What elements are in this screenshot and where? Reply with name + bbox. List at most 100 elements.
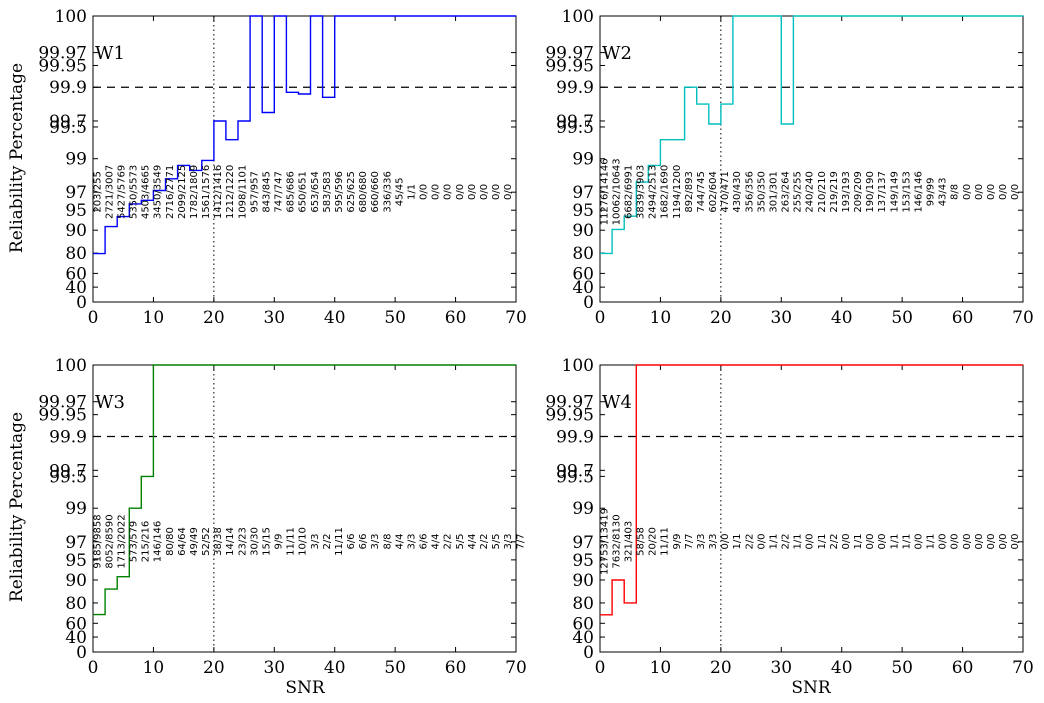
count-label: 1412/1416	[213, 165, 224, 219]
count-label: 0/0	[1010, 533, 1021, 549]
y-tick-label: 99.95	[545, 56, 594, 76]
count-label: 9/9	[672, 533, 683, 549]
count-label: 5/5	[455, 533, 466, 549]
x-tick-label: 10	[650, 658, 672, 678]
count-label: 957/957	[249, 171, 260, 213]
y-tick-label: 95	[65, 551, 87, 571]
y-tick-label: 40	[572, 628, 594, 648]
x-tick-label: 30	[770, 308, 792, 328]
y-tick-label: 99.7	[556, 461, 594, 481]
y-tick-label: 80	[572, 244, 594, 264]
count-label: 0/0	[986, 533, 997, 549]
y-tick-label: 60	[572, 614, 594, 634]
count-label: 0/0	[467, 184, 478, 200]
count-label: 0/0	[1010, 184, 1021, 200]
count-label: 2494/2513	[648, 165, 659, 219]
count-label: 0/0	[962, 533, 973, 549]
y-tick-label: 0	[583, 293, 594, 313]
y-tick-label: 97	[65, 533, 87, 553]
x-tick-label: 20	[203, 658, 225, 678]
count-label: 38/38	[213, 527, 224, 556]
count-label: 0/0	[938, 533, 949, 549]
count-label: 137/137	[877, 171, 888, 213]
count-label: 747/747	[274, 171, 285, 213]
count-label: 0/0	[479, 184, 490, 200]
count-label: 0/0	[503, 184, 514, 200]
count-label: 3839/3903	[636, 165, 647, 219]
x-tick-label: 20	[203, 308, 225, 328]
count-label: 12753/13419	[599, 508, 610, 575]
count-label: 744/745	[696, 171, 707, 213]
y-tick-label: 97	[572, 183, 594, 203]
count-label: 2/2	[479, 533, 490, 549]
count-label: 0/0	[914, 533, 925, 549]
count-label: 430/430	[732, 171, 743, 213]
y-tick-label: 0	[583, 643, 594, 663]
count-label: 1212/1220	[225, 165, 236, 219]
x-tick-label: 50	[384, 658, 406, 678]
count-label: 6682/6991	[623, 165, 634, 219]
count-label: 0/0	[805, 533, 816, 549]
reliability-step-line	[93, 364, 516, 616]
count-label: 1782/1809	[189, 165, 200, 219]
y-tick-label: 99	[65, 499, 87, 519]
x-tick-label: 10	[143, 308, 165, 328]
y-tick-label: 60	[65, 264, 87, 284]
count-label: 45/45	[394, 177, 405, 206]
y-tick-label: 80	[572, 594, 594, 614]
count-label: 153/153	[901, 171, 912, 213]
count-label: 6/6	[346, 533, 357, 549]
y-axis-label-top: Reliability Percentage	[7, 63, 27, 253]
y-tick-label: 99.95	[38, 406, 87, 426]
count-label: 6/6	[419, 533, 430, 549]
count-label: 470/471	[720, 171, 731, 213]
x-tick-label: 40	[324, 658, 346, 678]
count-label: 1/1	[901, 533, 912, 549]
count-label: 7/7	[684, 533, 695, 549]
count-label: 99/99	[926, 177, 937, 206]
y-tick-label: 99.5	[49, 118, 87, 138]
y-tick-label: 99.97	[545, 44, 594, 64]
count-label: 3/3	[310, 533, 321, 549]
count-label: 203/255	[92, 171, 103, 213]
count-label: 685/686	[286, 171, 297, 213]
x-tick-label: 60	[952, 308, 974, 328]
count-label: 1/1	[769, 533, 780, 549]
y-tick-label: 97	[572, 533, 594, 553]
count-label: 625/625	[346, 171, 357, 213]
x-axis-label-left: SNR	[285, 678, 326, 698]
y-tick-label: 99	[572, 150, 594, 170]
y-tick-label: 90	[65, 571, 87, 591]
panel-w2: 04060809095979999.599.799.999.9599.97100…	[545, 7, 1033, 328]
y-tick-label: 95	[572, 551, 594, 571]
count-label: 680/680	[358, 171, 369, 213]
y-tick-label: 80	[65, 244, 87, 264]
count-label: 149/149	[889, 171, 900, 213]
count-label: 4503/4665	[141, 165, 152, 219]
count-label: 0/0	[865, 533, 876, 549]
count-label: 7632/8130	[611, 514, 622, 568]
count-label: 1/1	[407, 184, 418, 200]
count-label: 209/209	[853, 171, 864, 213]
count-label: 1/1	[926, 533, 937, 549]
plot-frame	[92, 15, 517, 303]
y-tick-label: 97	[65, 183, 87, 203]
x-tick-label: 0	[595, 658, 606, 678]
y-tick-label: 99.7	[556, 112, 594, 132]
count-label: 2721/3007	[104, 165, 115, 219]
panels: 04060809095979999.599.799.999.9599.97100…	[38, 7, 1033, 678]
count-label: 321/403	[623, 521, 634, 563]
y-tick-label: 40	[65, 628, 87, 648]
y-tick-label: 80	[65, 594, 87, 614]
count-label: 0/0	[986, 184, 997, 200]
panel-label: W2	[602, 43, 632, 64]
count-label: 1/1	[889, 533, 900, 549]
y-tick-label: 99.9	[49, 427, 87, 447]
y-tick-label: 99.95	[545, 406, 594, 426]
count-label: 9/9	[274, 533, 285, 549]
x-tick-label: 0	[88, 308, 99, 328]
count-label: 146/146	[914, 171, 925, 213]
count-label: 2/2	[744, 533, 755, 549]
panel-label: W1	[95, 43, 125, 64]
